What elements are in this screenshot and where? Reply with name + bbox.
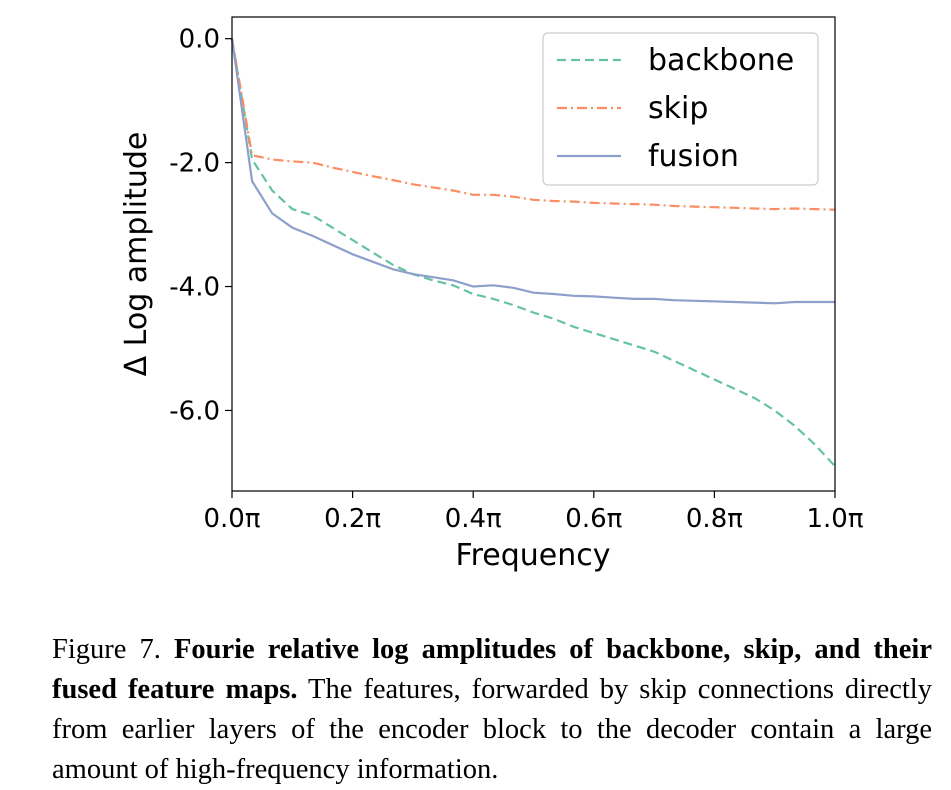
- y-tick-label: -6.0: [169, 396, 220, 426]
- x-tick-label: 0.2π: [324, 504, 381, 534]
- caption-bold: Fourie relative log amplitudes of backbo…: [52, 634, 932, 705]
- x-tick-label: 0.0π: [203, 504, 260, 534]
- legend-label-fusion: fusion: [648, 139, 739, 174]
- series-line-backbone: [230, 38, 836, 467]
- legend-label-backbone: backbone: [648, 43, 794, 78]
- legend-box: [542, 32, 819, 186]
- y-axis-label: Δ Log amplitude: [119, 132, 154, 377]
- y-tick-label: -4.0: [169, 273, 220, 303]
- series-line-fusion: [230, 38, 835, 305]
- y-tick-label: -2.0: [169, 149, 220, 179]
- x-tick-label: 0.8π: [686, 504, 743, 534]
- line-chart: 0.0π 0.2π 0.4π 0.6π 0.8π 1.0π0.0-2.0-4.0-6.0 …: [119, 16, 864, 573]
- x-tick-label: 0.4π: [445, 504, 502, 534]
- axes-frame: [231, 16, 836, 492]
- y-tick-label: 0.0: [179, 25, 220, 55]
- legend-label-skip: skip: [648, 91, 708, 126]
- legend: backbone skip fusion: [542, 32, 819, 186]
- figure-caption: Figure 7. Fourie relative log amplitudes…: [52, 630, 932, 790]
- x-axis-label: Frequency: [456, 538, 611, 573]
- x-tick-label: 1.0π: [806, 504, 863, 534]
- caption-text: The features, forwarded by skip connecti…: [52, 674, 932, 785]
- series-line-skip: [230, 38, 836, 211]
- tick-group: 0.0π 0.2π 0.4π 0.6π 0.8π 1.0π 0.0 -2.0 -4.0 -6.0: [169, 25, 863, 534]
- x-tick-label: 0.6π: [565, 504, 622, 534]
- caption-label: Figure 7.: [52, 634, 161, 665]
- series-group: [230, 38, 836, 467]
